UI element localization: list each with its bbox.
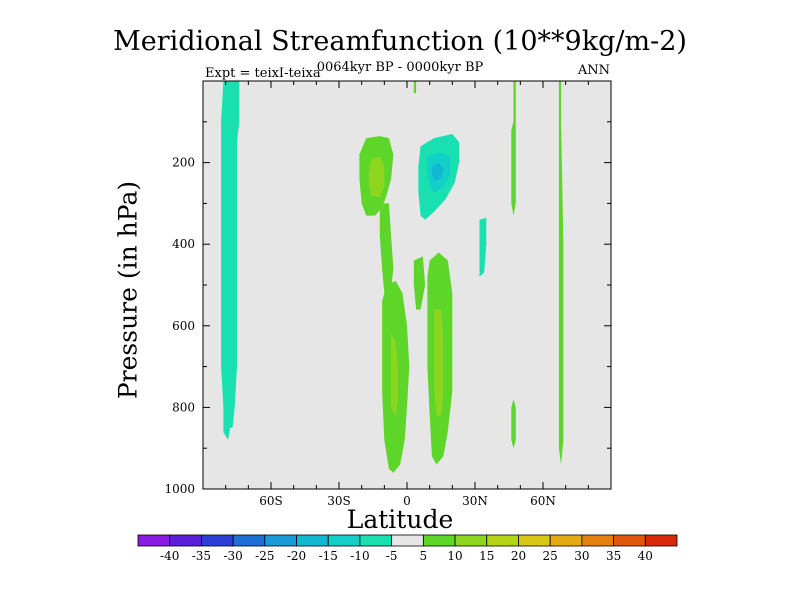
contour-region-cell-68N <box>558 81 564 465</box>
colorbar-label: 20 <box>511 549 526 563</box>
plot-area <box>203 81 611 489</box>
contour-region-cell-4N-thin <box>413 81 417 94</box>
colorbar-box <box>549 534 583 547</box>
contour-region-cell-15S-upper-core <box>368 156 385 198</box>
colorbar-box <box>613 534 646 547</box>
colorbar-label: -30 <box>223 549 242 563</box>
colorbar-box <box>264 534 297 547</box>
colorbar-label: 40 <box>638 549 653 563</box>
x-tick-label: 0 <box>403 494 411 508</box>
x-tick-label: 30S <box>327 494 351 508</box>
colorbar-label: -5 <box>386 549 398 563</box>
colorbar-box <box>644 534 678 547</box>
contour-region-cell-12N-lower-core <box>434 309 444 416</box>
colorbar-label: -40 <box>160 549 179 563</box>
contour-region-cell-75S <box>221 81 240 440</box>
colorbar-label: -25 <box>255 549 274 563</box>
x-tick-label: 60N <box>530 494 556 508</box>
colorbar-box <box>296 534 329 547</box>
experiment-label: Expt = teixI-teixa <box>205 66 321 81</box>
colorbar-box <box>486 534 519 547</box>
y-tick-label: 1000 <box>164 482 195 496</box>
colorbar-label: 5 <box>420 549 428 563</box>
colorbar-label: 10 <box>447 549 462 563</box>
contour-region-cell-8N-connector <box>413 256 426 310</box>
colorbar-label: -15 <box>319 549 338 563</box>
y-tick-label: 200 <box>172 156 195 170</box>
contour-region-cell-47N-lower <box>511 399 516 449</box>
contour-region-cell-10S-lower-core <box>391 334 398 416</box>
colorbar-box <box>327 534 361 547</box>
colorbar-box <box>518 534 551 547</box>
colorbar-box <box>137 534 171 547</box>
colorbar-box <box>391 534 424 547</box>
colorbar-label: 35 <box>606 549 621 563</box>
y-tick-label: 400 <box>172 237 195 251</box>
colorbar-label: -10 <box>350 549 369 563</box>
colorbar-label: 15 <box>479 549 494 563</box>
x-axis-label: Latitude <box>346 505 454 534</box>
x-tick-label: 60S <box>259 494 283 508</box>
colorbar-label: 30 <box>574 549 589 563</box>
chart-subtitle: 0064kyr BP - 0000kyr BP <box>316 60 484 75</box>
plot-background <box>203 81 611 489</box>
colorbar-box <box>422 534 456 547</box>
colorbar-label: -20 <box>287 549 306 563</box>
colorbar-label: 25 <box>543 549 558 563</box>
contour-region-cell-47N <box>511 81 516 216</box>
colorbar-box <box>201 534 234 547</box>
contour-region-cell-33N <box>479 217 487 277</box>
colorbar-box <box>454 534 488 547</box>
colorbar: -40 -35 -30 -25 -20 -15 -10 -5 5 10 15 20 25 30 35 40 <box>137 534 678 563</box>
chart-title: Meridional Streamfunction (10**9kg/m-2) <box>113 26 687 57</box>
axes: 60S 30S 0 30N 60N 200 400 600 800 1000 <box>164 80 612 508</box>
contour-region-cell-10N-upper-peak <box>431 162 444 181</box>
season-label: ANN <box>577 63 610 78</box>
contour-region-cell-7S-connector <box>379 203 394 294</box>
colorbar-label: -35 <box>192 549 211 563</box>
y-tick-label: 600 <box>172 319 195 333</box>
colorbar-box <box>581 534 614 547</box>
y-tick-label: 800 <box>172 400 195 414</box>
colorbar-box <box>359 534 393 547</box>
colorbar-box <box>232 534 266 547</box>
x-tick-label: 30N <box>462 494 488 508</box>
colorbar-box <box>169 534 202 547</box>
